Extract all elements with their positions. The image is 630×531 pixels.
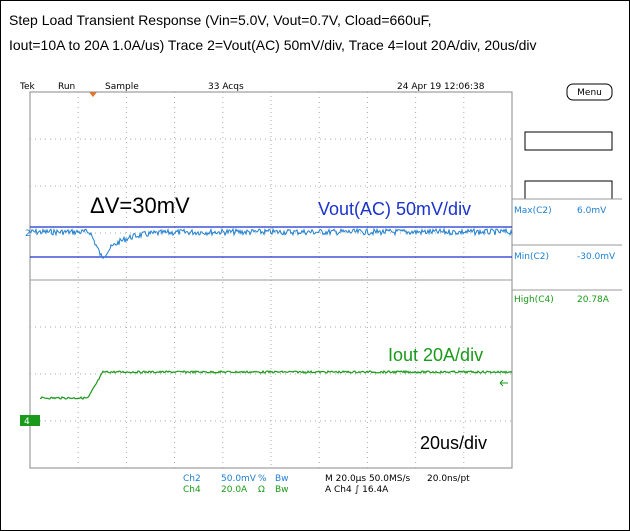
state: Run (58, 82, 75, 92)
vout-trace (29, 227, 513, 259)
ch-name: Ch2 (183, 474, 201, 484)
annotation: Vout(AC) 50mV/div (318, 199, 471, 219)
ch4-marker: 4 (24, 417, 30, 427)
level-arrow (499, 379, 508, 387)
brand: Tek (19, 82, 36, 92)
ch-coupling: Ω (258, 485, 265, 495)
ch-bw: Bw (275, 474, 289, 484)
annotation: Iout 20A/div (388, 345, 483, 365)
menu-label: Menu (577, 88, 602, 98)
meas-value: 20.78A (577, 295, 610, 305)
menu-button[interactable] (566, 83, 613, 101)
side-box (524, 131, 613, 151)
meas-label: Max(C2) (514, 206, 552, 216)
ch-name: Ch4 (183, 485, 201, 495)
trigger: A Ch4 ∫ 16.4A (325, 485, 389, 495)
mode: Sample (105, 82, 139, 92)
side-box (524, 180, 613, 200)
ch4-marker-box (20, 415, 40, 426)
ch-scale: 20.0A (221, 485, 248, 495)
timebase: M 20.0µs 50.0MS/s (325, 474, 410, 484)
iout-trace (39, 369, 513, 400)
title-line: Iout=10A to 20A 1.0A/us) Trace 2=Vout(AC… (9, 37, 537, 53)
ch2-marker: 2 (25, 229, 31, 239)
ch-bw: Bw (275, 485, 289, 495)
date: 24 Apr 19 12:06:38 (397, 82, 485, 92)
meas-value: -30.0mV (577, 252, 616, 262)
footer: Ch2 50.0mV % Bw Ch4 20.0A Ω Bw M 20.0µs … (183, 474, 470, 495)
graticule (29, 91, 513, 469)
resolution: 20.0ns/pt (427, 474, 470, 484)
ch-scale: 50.0mV (221, 474, 257, 484)
meas-label: Min(C2) (514, 252, 549, 262)
status-bar: Tek Run Sample 33 Acqs 24 Apr 19 12:06:3… (19, 82, 485, 92)
annotation: 20us/div (420, 433, 487, 453)
meas-label: High(C4) (514, 295, 554, 305)
ch-coupling: % (258, 474, 267, 484)
title-line: Step Load Transient Response (Vin=5.0V, … (9, 12, 432, 28)
meas-value: 6.0mV (577, 206, 607, 216)
acqs: 33 Acqs (208, 82, 244, 92)
measurements: Max(C2) 6.0mV Min(C2) -30.0mV High(C4) 2… (514, 206, 616, 305)
trigger-marker (89, 92, 97, 97)
annotation: ΔV=30mV (90, 193, 190, 218)
